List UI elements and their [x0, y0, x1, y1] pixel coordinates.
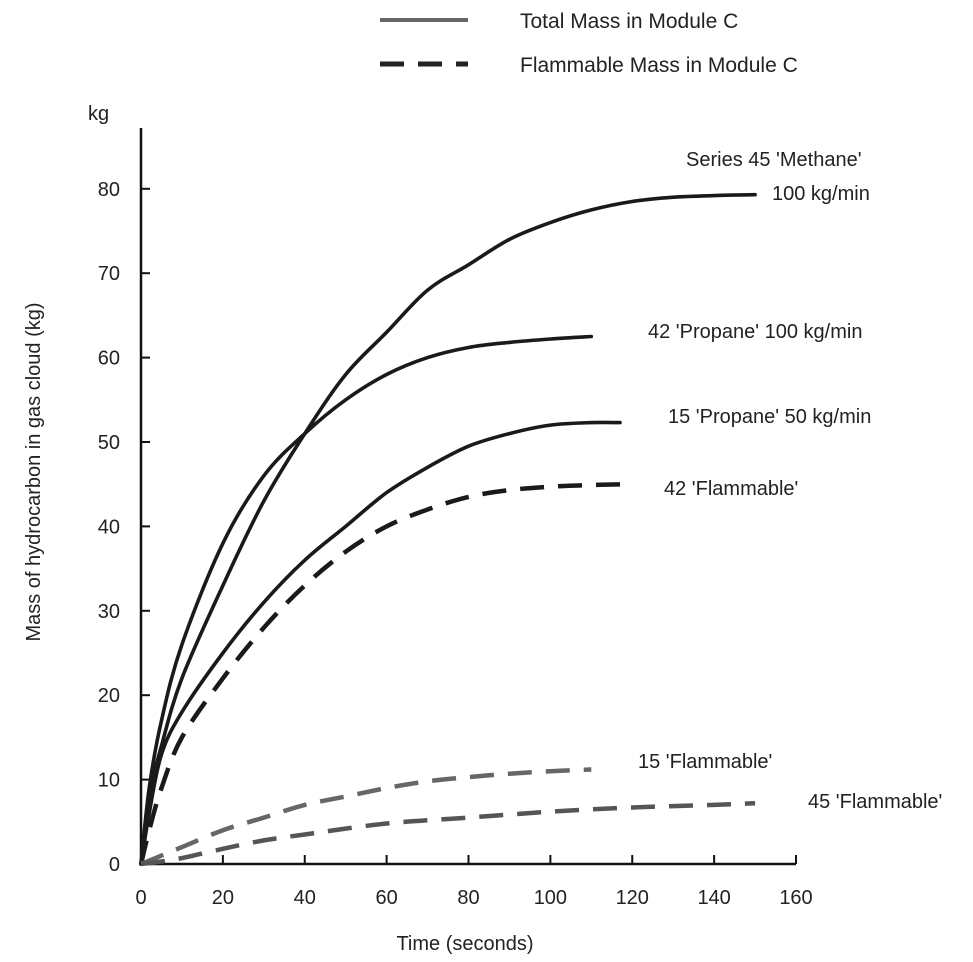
y-ticks: 0 10 20 30 40 50 60 70 80: [98, 179, 150, 876]
x-tick-label: 80: [457, 887, 479, 909]
series-line-flammable-42: [138, 481, 633, 865]
series-labels: Series 45 'Methane' 100 kg/min 42 'Propane…: [638, 149, 942, 813]
x-axis-title: Time (seconds): [396, 933, 533, 955]
y-tick-label: 30: [98, 601, 120, 623]
x-tick-label: 120: [616, 887, 649, 909]
series-line-propane-42: [139, 334, 594, 866]
series-label-flammable-45: 45 'Flammable': [808, 791, 942, 813]
x-tick-label: 60: [376, 887, 398, 909]
y-tick-label: 20: [98, 685, 120, 707]
x-tick-label: 140: [697, 887, 730, 909]
series-line-flammable-45: [140, 800, 756, 867]
x-tick-label: 100: [534, 887, 567, 909]
series-label-propane-42: 42 'Propane' 100 kg/min: [648, 321, 862, 343]
x-tick-label: 160: [779, 887, 812, 909]
y-tick-label: 70: [98, 263, 120, 285]
y-tick-label: 50: [98, 432, 120, 454]
series-line-flammable-15: [140, 767, 592, 867]
series-label-methane-45: 100 kg/min: [772, 183, 870, 205]
y-tick-label: 60: [98, 348, 120, 370]
series-line-propane-15: [139, 420, 622, 866]
series-layer: [138, 192, 757, 867]
x-tick-label: 20: [212, 887, 234, 909]
series-label-propane-15: 15 'Propane' 50 kg/min: [668, 406, 871, 428]
y-unit-label: kg: [88, 103, 109, 125]
legend-label-flammable: Flammable Mass in Module C: [520, 54, 798, 77]
x-ticks: 0 20 40 60 80 100 120 140 160: [135, 855, 813, 909]
y-tick-label: 40: [98, 516, 120, 538]
x-tick-label: 40: [294, 887, 316, 909]
series-label-methane-45: Series 45 'Methane': [686, 149, 862, 171]
y-tick-label: 80: [98, 179, 120, 201]
series-label-flammable-42: 42 'Flammable': [664, 478, 798, 500]
series-line-methane-45: [139, 192, 757, 866]
x-tick-label: 0: [135, 887, 146, 909]
series-label-flammable-15: 15 'Flammable': [638, 751, 772, 773]
legend-label-total: Total Mass in Module C: [520, 10, 738, 33]
y-tick-label: 10: [98, 770, 120, 792]
y-axis-title: Mass of hydrocarbon in gas cloud (kg): [23, 302, 45, 641]
y-tick-label: 0: [109, 854, 120, 876]
legend: Total Mass in Module C Flammable Mass in…: [380, 10, 798, 77]
